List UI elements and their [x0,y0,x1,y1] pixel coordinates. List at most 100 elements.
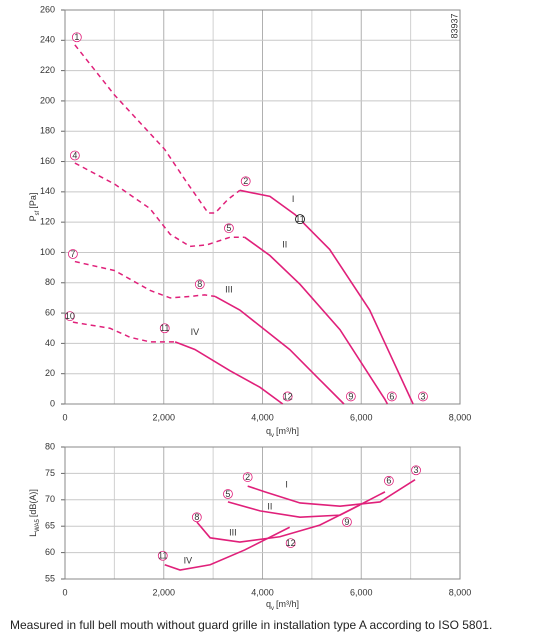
y-tick-label: 40 [45,338,55,348]
y-tick-label: 180 [40,126,55,136]
marker-circle [295,214,305,225]
curve [196,504,361,543]
marker-label: 3 [420,391,425,401]
y-tick-label: 240 [40,35,55,45]
x-tick-label: 2,000 [152,587,175,597]
x-label-sub: v [271,433,274,439]
curve [244,236,389,405]
x-tick-label: 4,000 [251,412,274,422]
marker-label: 2 [245,472,250,482]
x-tick-label: 6,000 [350,412,373,422]
y-tick-label: 80 [45,441,55,451]
marker-label: 11 [160,323,169,333]
marker-label: 6 [386,476,391,486]
marker-circle [65,311,75,322]
x-tick-label: 2,000 [152,412,175,422]
caption: Measured in full bell mouth without guar… [10,618,492,632]
marker-circle [224,223,234,234]
curve-label: I [292,194,295,204]
marker-label: 7 [70,249,75,259]
x-tick-label: 8,000 [449,412,472,422]
marker-circle [411,465,421,476]
marker-circle [71,32,82,43]
marker-circle [383,475,394,486]
x-label-unit: [m³/h] [276,599,299,609]
y-tick-label: 200 [40,95,55,105]
dashed-curve [72,321,176,343]
y-axis-label: LWA5[dB(A)] [28,489,40,537]
x-label-sub: v [271,606,274,612]
marker-circle [191,512,202,523]
y-tick-label: 160 [40,156,55,166]
y-label-unit: [Pa] [28,193,38,209]
curve-label: IV [184,555,193,565]
marker-label: 8 [197,279,202,289]
dashed-curve [74,162,245,248]
x-tick-label: 8,000 [449,587,472,597]
marker-circle [223,489,233,499]
marker-circle [240,176,251,187]
y-tick-label: 220 [40,65,55,75]
marker-circle [242,472,253,482]
marker-label: 3 [414,465,419,475]
curve [174,341,284,405]
curve-label: IV [191,327,200,337]
marker-label: 9 [348,391,353,401]
marker-label: 8 [194,512,199,522]
plot-frame [64,9,461,405]
y-label-sub: sf [35,210,41,215]
y-tick-label: 0 [50,398,55,408]
x-tick-label: 4,000 [251,587,274,597]
marker-label: 2 [243,176,248,186]
marker-label: 12 [286,538,296,548]
side-label: 83937 [449,13,459,38]
curve-label: III [229,527,237,537]
marker-label: 11 [158,551,167,561]
curve-label: II [282,239,287,249]
marker-label: 12 [283,391,293,401]
y-tick-label: 60 [45,547,55,557]
marker-circle [68,249,78,259]
marker-circle [69,150,80,161]
y-label-main: L [28,532,38,537]
x-tick-label: 0 [62,412,67,422]
x-label-main: q [266,599,271,609]
x-tick-label: 6,000 [350,587,373,597]
marker-circle [157,550,168,561]
curve [164,526,291,571]
curve-label: III [225,285,233,295]
y-tick-label: 65 [45,521,55,531]
marker-label: 10 [65,311,75,321]
marker-label: 6 [389,391,394,401]
curve [239,189,414,405]
y-tick-label: 100 [40,247,55,257]
marker-circle [194,279,205,290]
y-tick-label: 70 [45,494,55,504]
x-axis-label: qv [m³/h] [266,599,299,611]
marker-circle [342,517,352,527]
marker-label: 9 [344,517,349,527]
y-tick-label: 260 [40,4,55,14]
marker-label: 5 [225,489,230,499]
marker-label: 11 [295,214,304,224]
y-tick-label: 75 [45,468,55,478]
curve [214,295,345,405]
marker-circle [386,391,397,402]
marker-circle [285,538,296,548]
x-axis-label: qv [m³/h] [266,426,299,438]
y-tick-label: 120 [40,217,55,227]
marker-circle [418,391,428,402]
curve [247,479,416,507]
marker-circle [345,391,356,402]
y-label-unit: [dB(A)] [28,489,38,517]
x-tick-label: 0 [62,587,67,597]
y-label-main: P [28,215,38,221]
marker-label: 5 [226,223,231,233]
marker-circle [159,323,170,334]
curve-label: I [285,479,288,489]
y-tick-label: 80 [45,277,55,287]
marker-circle [282,391,293,402]
marker-label: 1 [74,32,79,42]
y-label-sub: WA5 [35,518,41,531]
